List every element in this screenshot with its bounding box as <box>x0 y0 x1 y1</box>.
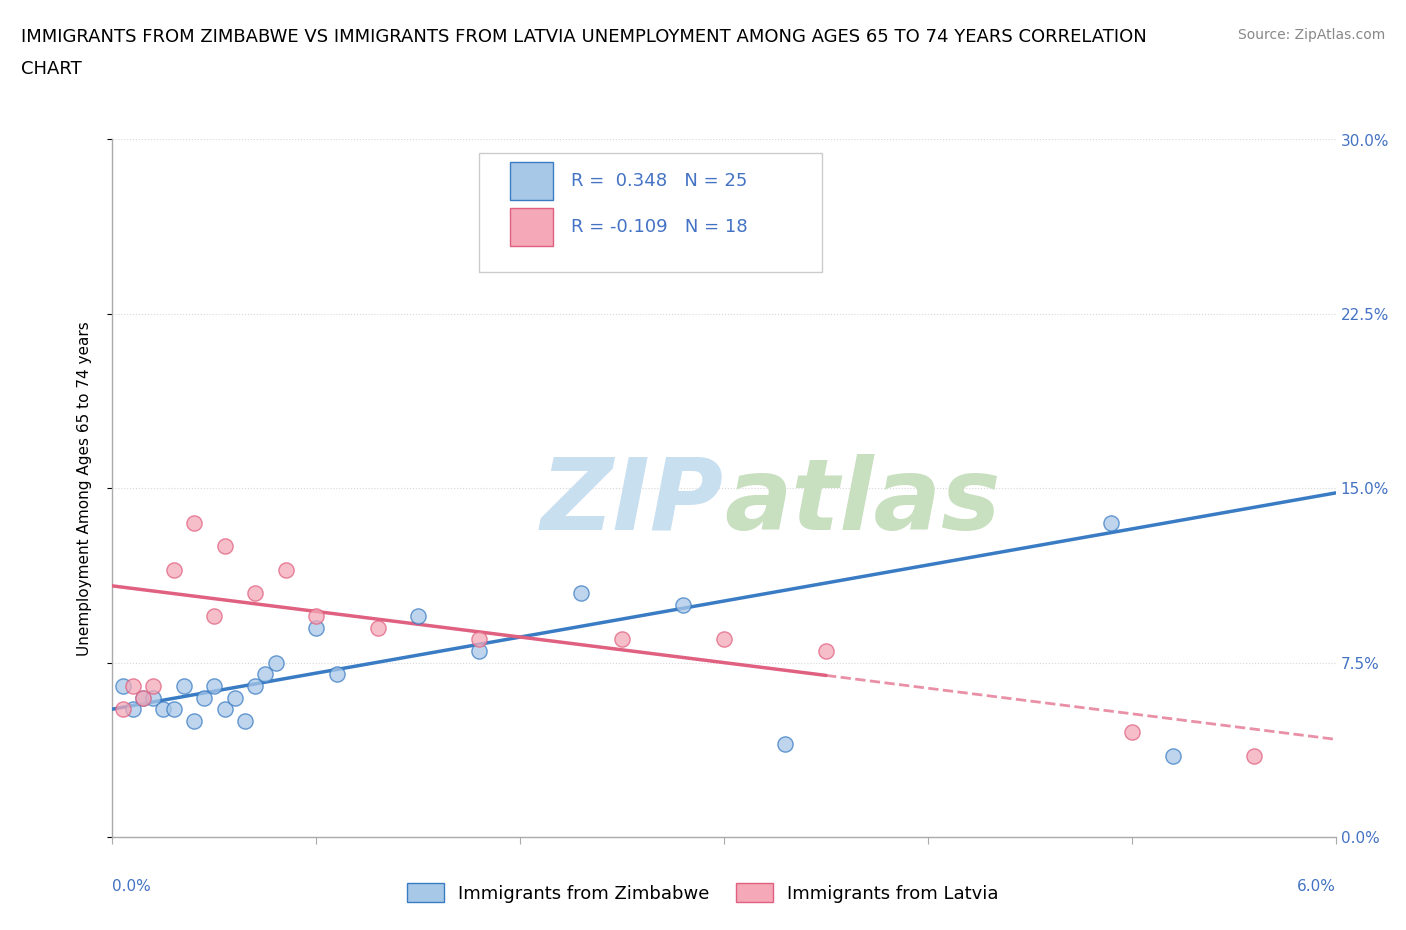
Point <box>408 609 430 624</box>
Point <box>204 609 226 624</box>
FancyBboxPatch shape <box>510 208 553 246</box>
Point <box>672 597 695 612</box>
Point <box>773 737 796 751</box>
Text: 6.0%: 6.0% <box>1296 879 1336 894</box>
Point <box>152 702 174 717</box>
FancyBboxPatch shape <box>479 153 823 272</box>
Point <box>468 644 491 658</box>
Point <box>815 644 838 658</box>
Point <box>111 679 134 694</box>
Point <box>1121 725 1143 740</box>
Text: 0.0%: 0.0% <box>112 879 152 894</box>
Point <box>305 620 328 635</box>
Point <box>264 656 287 671</box>
Point <box>245 679 267 694</box>
Point <box>163 562 186 577</box>
Legend: Immigrants from Zimbabwe, Immigrants from Latvia: Immigrants from Zimbabwe, Immigrants fro… <box>398 874 1008 911</box>
Point <box>173 679 195 694</box>
Point <box>1099 515 1122 530</box>
Point <box>254 667 277 682</box>
Point <box>713 632 735 647</box>
Text: CHART: CHART <box>21 60 82 78</box>
Point <box>468 632 491 647</box>
Point <box>142 690 165 705</box>
Point <box>142 679 165 694</box>
Point <box>183 515 205 530</box>
Text: R = -0.109   N = 18: R = -0.109 N = 18 <box>571 218 748 236</box>
Point <box>214 702 236 717</box>
Point <box>183 713 205 728</box>
Text: R =  0.348   N = 25: R = 0.348 N = 25 <box>571 172 748 190</box>
Point <box>1161 748 1184 763</box>
Point <box>1243 748 1265 763</box>
Point <box>245 586 267 601</box>
Point <box>224 690 246 705</box>
Point <box>366 620 388 635</box>
Point <box>204 679 226 694</box>
Y-axis label: Unemployment Among Ages 65 to 74 years: Unemployment Among Ages 65 to 74 years <box>77 321 91 656</box>
Point <box>122 702 145 717</box>
Point <box>163 702 186 717</box>
Point <box>122 679 145 694</box>
Point <box>610 632 633 647</box>
Point <box>305 609 328 624</box>
Point <box>233 713 256 728</box>
Text: atlas: atlas <box>724 454 1001 551</box>
Point <box>132 690 155 705</box>
Point <box>326 667 349 682</box>
Text: ZIP: ZIP <box>541 454 724 551</box>
Point <box>274 562 297 577</box>
Point <box>111 702 134 717</box>
FancyBboxPatch shape <box>510 162 553 200</box>
Text: IMMIGRANTS FROM ZIMBABWE VS IMMIGRANTS FROM LATVIA UNEMPLOYMENT AMONG AGES 65 TO: IMMIGRANTS FROM ZIMBABWE VS IMMIGRANTS F… <box>21 28 1147 46</box>
Point <box>571 586 593 601</box>
Point <box>193 690 215 705</box>
Point <box>132 690 155 705</box>
Point <box>214 539 236 554</box>
Text: Source: ZipAtlas.com: Source: ZipAtlas.com <box>1237 28 1385 42</box>
